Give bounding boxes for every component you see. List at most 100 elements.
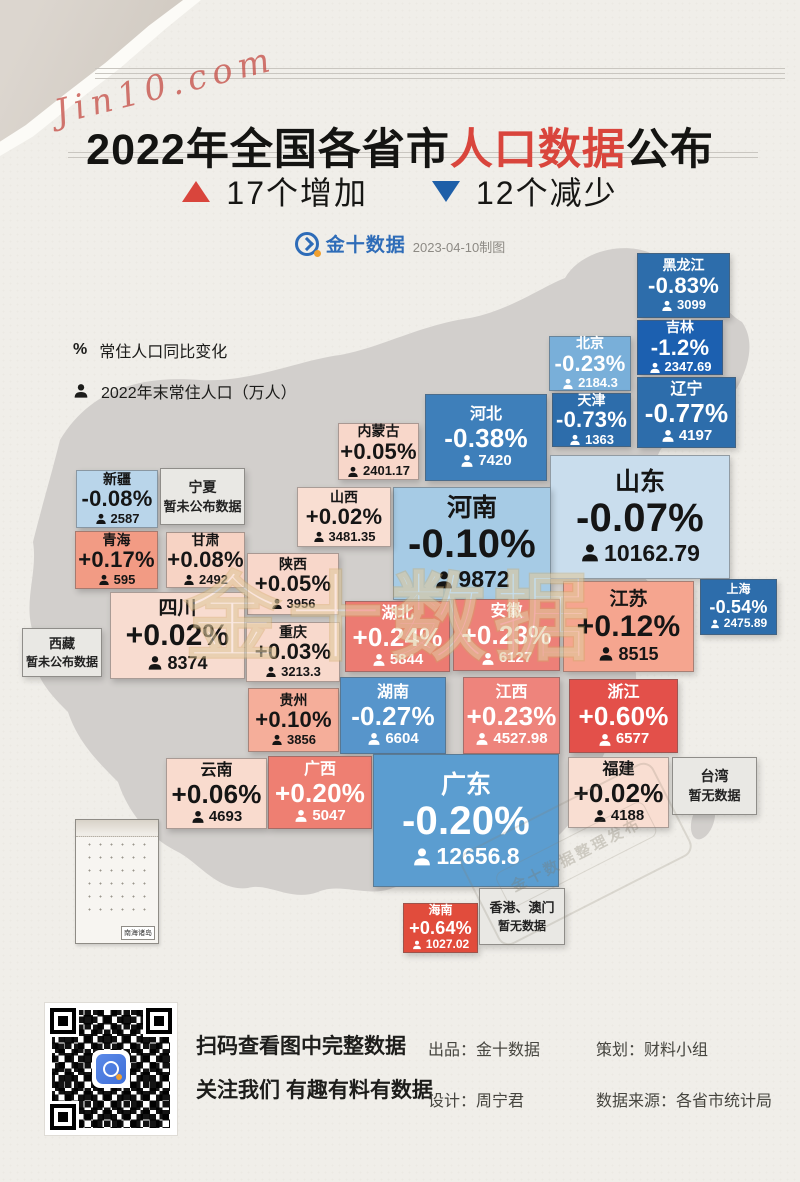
title-rule-2 xyxy=(68,157,758,158)
legend: 17个增加 12个减少 xyxy=(0,168,800,214)
province-name: 浙江 xyxy=(607,684,640,702)
province-change: +0.60% xyxy=(578,701,669,731)
province-change: +0.64% xyxy=(409,917,472,938)
population-value: 10162.79 xyxy=(604,539,700,566)
province-population: 4693 xyxy=(191,808,242,826)
province-name: 北京 xyxy=(576,335,604,352)
region-no-data-box: 西藏 暂未公布数据 xyxy=(22,628,102,677)
person-icon xyxy=(313,531,324,543)
person-icon xyxy=(594,809,606,822)
map-key-change: % 常住人口同比变化 xyxy=(73,338,297,362)
population-value: 8374 xyxy=(167,652,208,673)
province-change: +0.02% xyxy=(305,504,383,530)
person-icon xyxy=(149,656,162,670)
region-name: 西藏 xyxy=(48,636,75,651)
province-change: -0.38% xyxy=(444,422,528,453)
person-icon xyxy=(412,940,421,949)
province-population: 6604 xyxy=(367,730,419,748)
person-icon xyxy=(373,653,385,666)
person-icon xyxy=(272,734,282,746)
region-name: 台湾 xyxy=(700,768,729,785)
province-change: +0.08% xyxy=(167,547,244,573)
province-population: 2401.17 xyxy=(347,464,410,479)
province-box: 山西 +0.02% 3481.35 xyxy=(297,487,391,547)
province-box: 河北 -0.38% 7420 xyxy=(425,394,547,481)
province-name: 广东 xyxy=(440,771,491,800)
population-value: 2184.3 xyxy=(578,375,618,391)
province-population: 2587 xyxy=(95,511,139,527)
province-box: 湖南 -0.27% 6604 xyxy=(340,677,446,754)
population-value: 4197 xyxy=(678,426,713,444)
map-key-population-label: 2022年末常住人口（万人） xyxy=(101,385,297,402)
person-icon xyxy=(295,809,307,822)
person-icon xyxy=(436,571,453,589)
page-title: 2022年全国各省市人口数据公布 xyxy=(0,115,800,177)
province-change: +0.12% xyxy=(576,610,681,644)
population-value: 1363 xyxy=(585,431,614,447)
credit-designer: 设计：周宁君 xyxy=(428,1093,525,1110)
province-population: 3956 xyxy=(271,596,315,612)
province-population: 6577 xyxy=(598,730,650,748)
qr-finder-icon xyxy=(50,1104,76,1130)
inset-islands xyxy=(84,838,150,919)
province-population: 6127 xyxy=(481,649,532,667)
province-box: 北京 -0.23% 2184.3 xyxy=(549,335,631,391)
province-change: -0.07% xyxy=(576,495,704,540)
no-data-note: 暂未公布数据 xyxy=(25,654,98,669)
person-icon xyxy=(461,454,473,467)
map-key: % 常住人口同比变化 2022年末常住人口（万人） xyxy=(73,338,297,420)
brand-name: 金十数据 xyxy=(325,235,406,256)
province-change: -0.08% xyxy=(81,486,153,512)
legend-decrease: 12个减少 xyxy=(394,168,618,214)
person-icon xyxy=(482,652,494,665)
population-value: 6577 xyxy=(615,730,650,748)
top-rule-2 xyxy=(95,73,785,74)
province-name: 甘肃 xyxy=(191,531,220,548)
region-name: 香港、澳门 xyxy=(489,900,555,915)
inset-label: 南海诸岛 xyxy=(121,926,155,940)
population-value: 4527.98 xyxy=(493,729,548,747)
province-population: 2492 xyxy=(183,572,228,588)
province-box: 云南 +0.06% 4693 xyxy=(166,758,267,829)
qr-code xyxy=(44,1002,178,1136)
title-suffix: 公布 xyxy=(625,125,714,174)
province-change: -0.83% xyxy=(648,272,719,298)
region-name: 宁夏 xyxy=(188,478,217,495)
region-no-data-box: 台湾 暂无数据 xyxy=(672,757,757,815)
province-box: 新疆 -0.08% 2587 xyxy=(76,470,158,528)
down-triangle-icon xyxy=(432,180,460,202)
province-population: 4527.98 xyxy=(475,729,548,748)
province-box: 江苏 +0.12% 8515 xyxy=(563,581,694,672)
province-name: 江苏 xyxy=(609,588,648,610)
province-change: -0.77% xyxy=(644,397,729,428)
province-change: +0.10% xyxy=(255,707,332,733)
no-data-note: 暂无数据 xyxy=(497,918,546,933)
province-box: 山东 -0.07% 10162.79 xyxy=(550,455,730,579)
person-icon xyxy=(414,848,431,866)
province-change: -0.23% xyxy=(554,350,626,376)
population-value: 3481.35 xyxy=(328,528,376,544)
credit-data-source: 数据来源：各省市统计局 xyxy=(596,1093,773,1110)
province-population: 3099 xyxy=(661,298,706,313)
province-box: 贵州 +0.10% 3856 xyxy=(248,688,339,752)
province-change: +0.23% xyxy=(461,620,552,650)
up-triangle-icon xyxy=(182,180,211,202)
population-value: 2347.69 xyxy=(664,359,712,375)
percent-symbol: % xyxy=(73,341,88,358)
province-population: 8515 xyxy=(598,643,659,664)
population-value: 1027.02 xyxy=(425,937,470,952)
province-population: 4188 xyxy=(593,807,644,825)
province-box: 陕西 +0.05% 3956 xyxy=(247,553,339,615)
person-icon xyxy=(600,647,613,661)
province-change: -0.10% xyxy=(408,522,536,567)
province-change: +0.17% xyxy=(78,547,155,573)
person-icon xyxy=(348,466,358,477)
person-icon xyxy=(74,384,88,398)
province-change: +0.02% xyxy=(573,777,664,808)
province-change: +0.24% xyxy=(352,621,443,652)
population-value: 2475.89 xyxy=(723,616,768,631)
population-value: 8515 xyxy=(618,643,659,664)
province-box: 湖北 +0.24% 5844 xyxy=(345,601,450,672)
province-name: 黑龙江 xyxy=(662,257,705,274)
